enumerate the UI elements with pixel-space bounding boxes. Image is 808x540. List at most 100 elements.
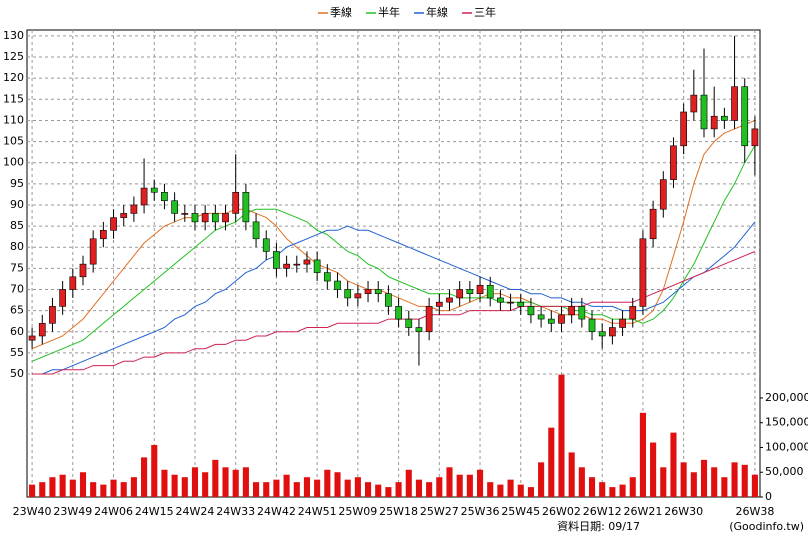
y-tick-label: 120: [3, 71, 24, 84]
x-tick-label: 26W21: [623, 505, 662, 518]
candle-body: [283, 263, 290, 269]
candle-body: [262, 238, 270, 252]
volume-bar: [161, 469, 168, 497]
candle-body: [558, 314, 565, 324]
candle-body: [110, 217, 117, 231]
candle-body: [537, 314, 545, 320]
volume-bar: [354, 477, 361, 497]
candle-body: [507, 301, 514, 304]
volume-bar: [364, 482, 372, 497]
x-tick-label: 24W15: [135, 505, 174, 518]
candle-body: [150, 187, 158, 193]
candle-body: [497, 297, 504, 303]
volume-bar: [90, 482, 97, 497]
y2-tick-label: 150,000: [765, 416, 808, 429]
volume-bar: [568, 452, 575, 497]
volume-bar: [426, 482, 433, 497]
candle-body: [547, 318, 555, 324]
legend-label: 季線: [330, 5, 352, 19]
candle-body: [38, 323, 46, 337]
volume-bar: [507, 479, 514, 497]
volume-bar: [578, 467, 585, 497]
candle-body: [252, 221, 260, 240]
candle-body: [405, 318, 413, 328]
y-tick-label: 70: [10, 282, 24, 295]
y-tick-label: 55: [10, 346, 24, 359]
y-tick-label: 80: [10, 240, 24, 253]
y-tick-label: 125: [3, 50, 24, 63]
x-tick-label: 24W33: [216, 505, 255, 518]
volume-bar: [517, 484, 524, 497]
candle-body: [486, 284, 494, 299]
volume-bar: [700, 459, 708, 497]
volume-bar: [171, 474, 178, 497]
candle-body: [527, 306, 535, 316]
volume-bar: [151, 445, 158, 497]
volume-bar: [141, 457, 148, 497]
y-tick-label: 110: [3, 113, 24, 126]
volume-bar: [242, 467, 249, 497]
candle-body: [161, 191, 168, 202]
volume-bar: [619, 484, 626, 497]
y2-tick-label: 50,000: [765, 465, 804, 478]
candle-body: [721, 115, 728, 121]
volume-bar: [538, 462, 545, 497]
y-tick-label: 85: [10, 219, 24, 232]
legend-label: 半年: [378, 5, 400, 19]
candle-body: [741, 86, 749, 147]
volume-bar: [690, 472, 697, 497]
candle-body: [273, 251, 280, 269]
y-tick-label: 90: [10, 198, 24, 211]
candle-body: [446, 297, 453, 303]
ma-line: [31, 145, 756, 362]
volume-bar: [497, 484, 504, 497]
volume-bar: [456, 474, 463, 497]
legend-label: 三年: [474, 5, 496, 19]
candle-body: [517, 301, 525, 307]
x-tick-label: 23W49: [53, 505, 92, 518]
candle-body: [639, 238, 647, 307]
plot-frame: [26, 29, 761, 498]
volume-bar: [385, 487, 392, 497]
candle-body: [232, 191, 240, 214]
volume-bar: [314, 479, 321, 497]
volume-bar: [59, 474, 66, 497]
y2-tick-label: 100,000: [765, 440, 808, 453]
candle-body: [476, 284, 484, 295]
candle-body: [649, 208, 657, 240]
volume-bar: [446, 467, 453, 497]
x-tick-label: 26W30: [664, 505, 703, 518]
y-tick-label: 130: [3, 29, 24, 42]
ma-line: [32, 251, 756, 375]
candle-body: [619, 318, 626, 328]
candle-body: [700, 94, 708, 130]
candle-body: [598, 331, 606, 337]
volume-bar: [334, 472, 341, 497]
volume-bar: [721, 477, 728, 497]
candle-body: [466, 289, 474, 295]
candle-body: [344, 289, 352, 299]
volume-bar: [181, 477, 188, 497]
x-tick-label: 26W02: [542, 505, 581, 518]
volume-bar: [415, 479, 423, 497]
volume-bar: [232, 469, 239, 497]
volume-bar: [69, 479, 76, 497]
candle-body: [181, 213, 189, 215]
volume-bar: [324, 469, 331, 497]
volume-bar: [639, 412, 646, 497]
volume-bar: [660, 467, 667, 497]
volume-bar: [731, 462, 738, 497]
volume-bar: [476, 469, 484, 497]
volume-bar: [293, 482, 300, 497]
candle-body: [425, 306, 433, 333]
candle-body: [435, 301, 443, 307]
candle-body: [670, 145, 677, 180]
candle-body: [354, 293, 362, 299]
candle-body: [578, 306, 586, 320]
candle-body: [201, 213, 209, 223]
candle-body: [130, 204, 138, 214]
volume-bar: [375, 484, 382, 497]
volume-bar: [283, 474, 290, 497]
volume-bar: [79, 472, 87, 497]
